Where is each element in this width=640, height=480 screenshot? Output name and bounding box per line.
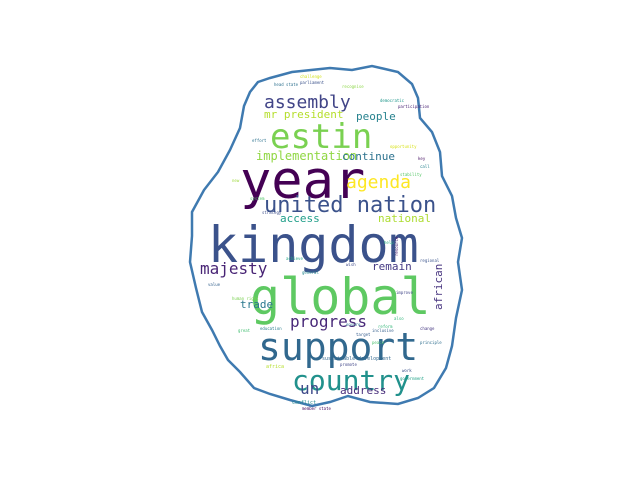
cloud-word: recognise [342, 84, 364, 89]
cloud-word: change [420, 326, 435, 331]
cloud-word: assembly [264, 92, 351, 113]
cloud-word: promote [340, 362, 357, 367]
cloud-word: participation [398, 104, 430, 109]
cloud-word: address [340, 384, 386, 397]
cloud-word: year [240, 151, 365, 211]
cloud-word: africa [266, 364, 284, 370]
cloud-word: education [260, 326, 282, 331]
cloud-word: inclusive [372, 328, 394, 333]
cloud-word: global [250, 268, 431, 326]
cloud-word: united nation [264, 193, 436, 218]
cloud-word: people [356, 110, 396, 123]
cloud-word: implementation [256, 149, 357, 163]
cloud-word: key [418, 156, 426, 161]
cloud-word: remain [372, 260, 412, 273]
cloud-word: country [292, 364, 410, 397]
cloud-word: african [432, 264, 445, 310]
cloud-word: target [356, 332, 371, 337]
cloud-word: parliament [300, 80, 325, 85]
cloud-word: opportunity [390, 144, 417, 149]
cloud-word: un [300, 379, 319, 398]
cloud-word: improve [396, 290, 413, 295]
cloud-word: reform [378, 324, 393, 329]
cloud-word: kingdom [208, 216, 419, 274]
cloud-word: strategy [262, 210, 282, 215]
cloud-word: regional [420, 258, 440, 263]
cloud-word: also [394, 316, 404, 321]
cloud-word: peace [372, 340, 385, 345]
cloud-word: government [400, 376, 425, 381]
cloud-word: continue [342, 150, 395, 163]
cloud-word: value [208, 282, 221, 287]
cloud-word: support [258, 325, 418, 369]
cloud-word: stability [400, 172, 422, 177]
cloud-word: access [280, 212, 320, 225]
cloud-word: national [378, 212, 431, 225]
cloud-word: principle [420, 340, 442, 345]
cloud-word: work [402, 368, 412, 373]
cloud-word: challenge [300, 74, 322, 79]
cloud-word: mr president [264, 108, 343, 121]
cloud-word: trade [240, 298, 273, 311]
cloud-word: sustainable development [322, 356, 391, 362]
cloud-word: agenda [346, 172, 411, 193]
cloud-word: help [384, 240, 394, 245]
cloud-word: general [302, 270, 319, 275]
cloud-word: head state [274, 82, 299, 87]
cloud-word: human right [232, 296, 259, 301]
cloud-word: system [250, 196, 265, 201]
cloud-word: new [232, 178, 240, 183]
cloud-word: ensure [346, 322, 361, 327]
cloud-outline [188, 64, 464, 408]
cloud-word: progress [290, 312, 367, 331]
cloud-word: wish [346, 262, 356, 267]
cloud-word: democratic [380, 98, 405, 103]
cloud-word: conflict [292, 400, 316, 406]
cloud-word: member state [302, 406, 331, 411]
cloud-word: achieve [286, 256, 303, 261]
cloud-word: majesty [200, 259, 268, 278]
cloud-word: call [420, 164, 430, 169]
cloud-word: estin [270, 117, 372, 157]
cloud-word: effort [252, 138, 267, 143]
cloud-word: great [238, 328, 251, 333]
cloud-word: resource [394, 236, 399, 256]
